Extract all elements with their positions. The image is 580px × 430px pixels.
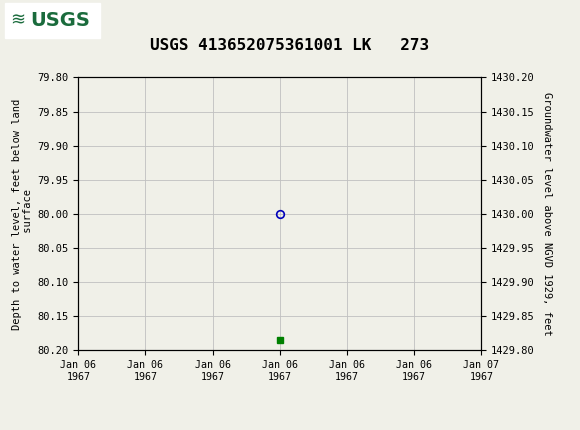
Text: ≋: ≋ xyxy=(10,12,26,29)
Y-axis label: Depth to water level, feet below land
 surface: Depth to water level, feet below land su… xyxy=(12,98,33,329)
Text: USGS: USGS xyxy=(31,11,90,30)
Bar xyxy=(5,3,100,38)
Text: USGS 413652075361001 LK   273: USGS 413652075361001 LK 273 xyxy=(150,38,430,52)
Legend: Period of approved data: Period of approved data xyxy=(177,426,383,430)
Y-axis label: Groundwater level above NGVD 1929, feet: Groundwater level above NGVD 1929, feet xyxy=(542,92,552,336)
